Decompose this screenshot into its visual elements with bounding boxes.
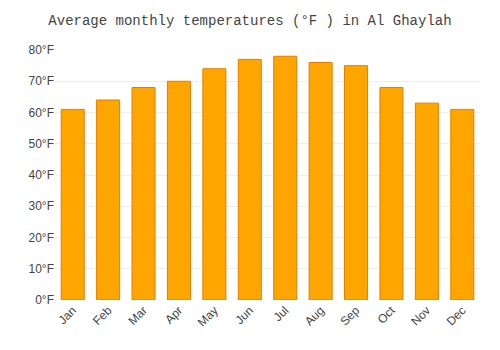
svg-text:20°F: 20°F <box>29 231 54 245</box>
svg-text:50°F: 50°F <box>29 137 54 151</box>
svg-text:Jan: Jan <box>55 303 79 327</box>
svg-text:Apr: Apr <box>162 303 185 326</box>
svg-text:Average monthly temperatures (: Average monthly temperatures (°F ) in Al… <box>48 13 451 29</box>
svg-text:40°F: 40°F <box>29 168 54 182</box>
svg-text:0°F: 0°F <box>35 293 54 307</box>
svg-text:Aug: Aug <box>302 303 327 328</box>
svg-text:30°F: 30°F <box>29 199 54 213</box>
svg-text:Mar: Mar <box>125 303 150 328</box>
svg-text:10°F: 10°F <box>29 262 54 276</box>
svg-text:Oct: Oct <box>375 303 399 327</box>
svg-text:Jun: Jun <box>233 303 257 327</box>
svg-text:Feb: Feb <box>90 303 115 328</box>
svg-text:Sep: Sep <box>337 303 362 328</box>
svg-text:Jul: Jul <box>271 303 292 324</box>
svg-text:60°F: 60°F <box>29 106 54 120</box>
svg-text:80°F: 80°F <box>29 43 54 57</box>
svg-text:Dec: Dec <box>444 303 469 328</box>
svg-text:70°F: 70°F <box>29 74 54 88</box>
svg-text:Nov: Nov <box>408 303 433 328</box>
svg-text:May: May <box>195 303 221 329</box>
